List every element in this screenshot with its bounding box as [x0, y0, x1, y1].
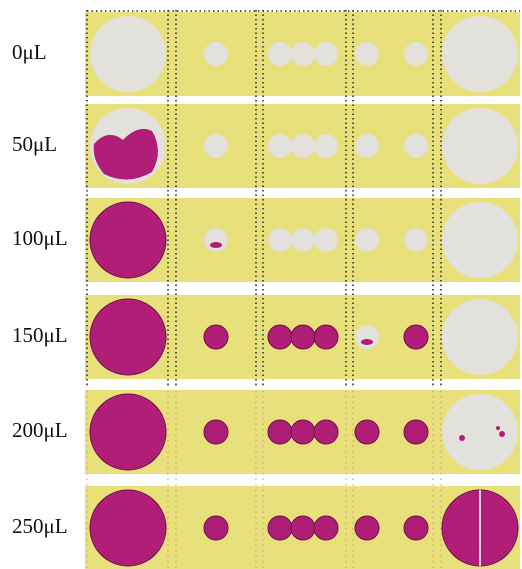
row-label: 150μL	[12, 323, 68, 347]
dotted-guides	[86, 10, 520, 569]
spot	[90, 16, 166, 92]
spot	[268, 228, 292, 252]
spot	[204, 134, 228, 158]
spot	[203, 515, 229, 541]
spot	[442, 394, 518, 470]
stain	[496, 426, 500, 430]
stain	[361, 339, 373, 345]
spot	[313, 324, 339, 350]
spot	[313, 419, 339, 445]
stain	[210, 242, 222, 248]
spot	[89, 393, 167, 471]
row-label: 100μL	[12, 226, 68, 250]
strips: 0μL 50μL 100μL 150μL 200μL 250μL	[12, 12, 520, 569]
spot	[442, 16, 518, 92]
spot	[267, 419, 293, 445]
spot	[314, 42, 338, 66]
spot	[291, 134, 315, 158]
spot	[442, 299, 518, 375]
spot	[204, 228, 228, 252]
spot	[355, 228, 379, 252]
spot	[314, 134, 338, 158]
row-label: 50μL	[12, 132, 57, 156]
spot	[203, 324, 229, 350]
spot	[290, 515, 316, 541]
spot	[89, 489, 167, 567]
spot	[403, 419, 429, 445]
spot	[291, 228, 315, 252]
spot	[354, 419, 380, 445]
spot	[203, 419, 229, 445]
spot	[404, 42, 428, 66]
spot	[355, 42, 379, 66]
spot	[355, 134, 379, 158]
spot	[404, 134, 428, 158]
spot	[354, 515, 380, 541]
spot	[403, 515, 429, 541]
row-label: 250μL	[12, 514, 68, 538]
spot	[314, 228, 338, 252]
stain	[459, 435, 465, 441]
spot	[89, 298, 167, 376]
spot	[313, 515, 339, 541]
spot	[268, 134, 292, 158]
stain	[499, 431, 505, 437]
row-label: 200μL	[12, 418, 68, 442]
spot	[290, 324, 316, 350]
stain	[93, 128, 158, 180]
spot	[268, 42, 292, 66]
spot	[442, 108, 518, 184]
spot	[355, 325, 379, 349]
spot	[267, 324, 293, 350]
spot	[291, 42, 315, 66]
spot	[267, 515, 293, 541]
spot	[89, 201, 167, 279]
spot	[290, 419, 316, 445]
row-label: 0μL	[12, 40, 47, 64]
spot	[204, 42, 228, 66]
spot	[442, 202, 518, 278]
spot	[404, 228, 428, 252]
spot	[403, 324, 429, 350]
